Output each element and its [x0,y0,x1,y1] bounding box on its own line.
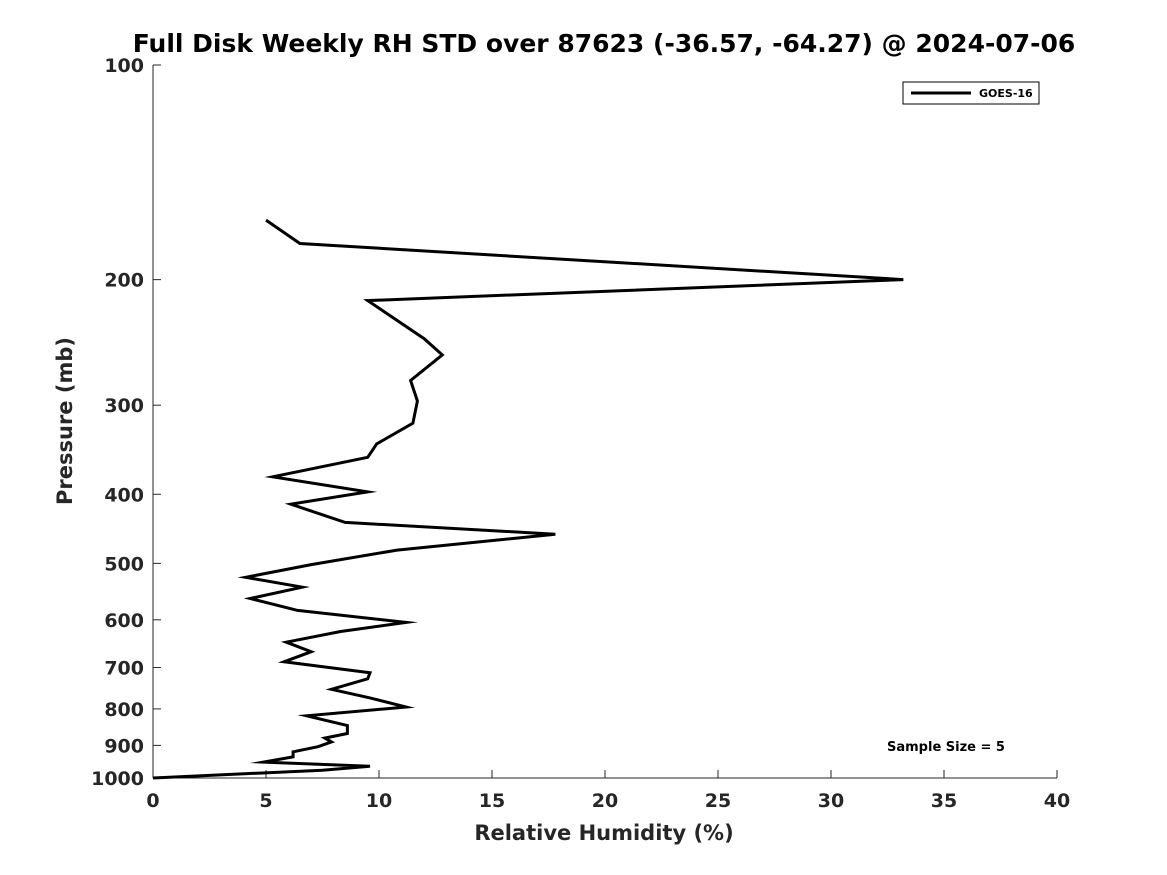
chart-title: Full Disk Weekly RH STD over 87623 (-36.… [133,29,1076,58]
x-tick-label: 0 [146,790,159,812]
y-tick-label: 700 [104,658,144,680]
x-ticks: 0 5 10 15 20 25 30 35 40 [146,770,1070,812]
y-tick-label: 600 [104,610,144,632]
x-tick-label: 40 [1044,790,1070,812]
y-tick-label: 1000 [91,768,144,790]
series-layer [152,218,904,780]
y-tick-label: 800 [104,699,144,721]
y-tick-label: 300 [104,395,144,417]
x-axis-label: Relative Humidity (%) [474,821,733,845]
y-axis-label: Pressure (mb) [53,337,77,505]
x-tick-label: 5 [259,790,272,812]
x-tick-label: 15 [479,790,505,812]
y-tick-label: 900 [104,735,144,757]
legend: GOES-16 [902,81,1040,105]
y-tick-label: 200 [104,270,144,292]
x-tick-label: 25 [705,790,731,812]
y-ticks: 100 200 300 400 500 600 700 800 900 1000 [91,55,161,790]
x-tick-label: 20 [592,790,618,812]
plot-area [153,65,1057,778]
y-tick-label: 100 [104,55,144,77]
x-tick-label: 30 [818,790,844,812]
x-tick-label: 35 [931,790,957,812]
legend-label-goes16: GOES-16 [979,87,1033,100]
y-tick-label: 500 [104,553,144,575]
sample-size-annotation: Sample Size = 5 [887,740,1005,755]
y-tick-label: 400 [104,484,144,506]
series-line-goes16 [152,218,904,780]
x-tick-label: 10 [366,790,392,812]
